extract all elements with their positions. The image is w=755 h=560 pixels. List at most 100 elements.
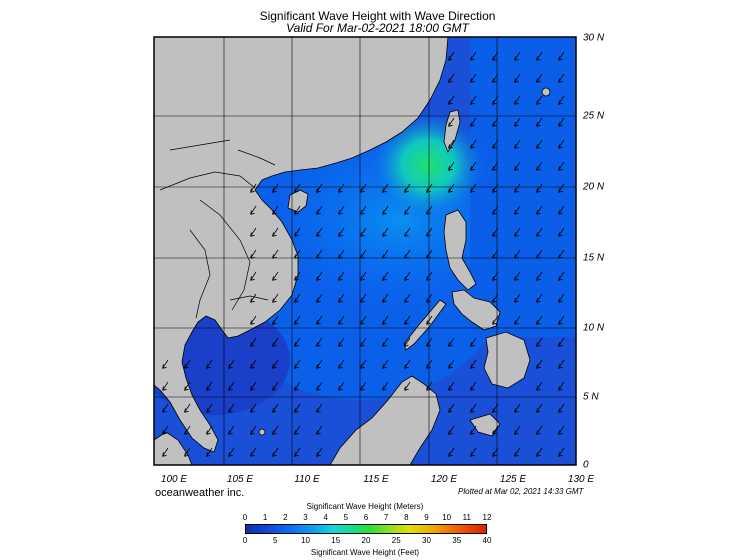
colorbar-meters-tick: 12 xyxy=(482,513,492,522)
wave-direction-arrow xyxy=(426,293,433,303)
wave-direction-arrow xyxy=(448,139,455,149)
wave-direction-arrow xyxy=(184,403,191,413)
land-hainan xyxy=(287,189,309,213)
wave-direction-arrow xyxy=(294,205,301,215)
wave-direction-arrow xyxy=(162,381,169,391)
wave-direction-arrow xyxy=(514,315,521,325)
wave-direction-arrow xyxy=(536,271,543,281)
wave-direction-arrow xyxy=(382,359,389,369)
wave-direction-arrow xyxy=(250,293,257,303)
colorbar-meters-tick: 3 xyxy=(303,513,308,522)
wave-direction-arrow xyxy=(514,447,521,457)
wave-direction-arrow xyxy=(404,359,411,369)
wave-direction-arrow xyxy=(492,315,499,325)
valid-time-subtitle: Valid For Mar-02-2021 18:00 GMT xyxy=(286,21,469,35)
wave-direction-arrow xyxy=(558,95,565,105)
wave-direction-arrow xyxy=(338,293,345,303)
wave-direction-arrow xyxy=(536,95,543,105)
wave-direction-arrow xyxy=(250,403,257,413)
lat-label-30: 30 N xyxy=(583,32,605,44)
wave-direction-arrow xyxy=(558,425,565,435)
map-frame xyxy=(153,36,577,466)
wave-direction-arrow xyxy=(448,73,455,83)
wave-direction-arrow xyxy=(514,95,521,105)
wave-direction-arrow xyxy=(272,205,279,215)
wave-direction-arrow xyxy=(470,161,477,171)
wave-direction-arrow xyxy=(448,117,455,127)
map-title: Significant Wave Height with Wave Direct… xyxy=(259,9,496,23)
wave-direction-arrow xyxy=(228,447,235,457)
wave-direction-arrow xyxy=(448,337,455,347)
wave-direction-arrow xyxy=(558,293,565,303)
wave-direction-arrow xyxy=(206,359,213,369)
colorbar-meters-tick: 8 xyxy=(404,513,409,522)
wave-direction-arrow xyxy=(360,227,367,237)
wave-direction-arrow xyxy=(514,227,521,237)
colorbar-feet-tick: 15 xyxy=(331,536,341,545)
wave-direction-arrow xyxy=(492,205,499,215)
wave-direction-arrow xyxy=(272,359,279,369)
wave-direction-arrow xyxy=(272,249,279,259)
wave-direction-arrow xyxy=(272,315,279,325)
wave-direction-arrow xyxy=(184,381,191,391)
wave-direction-arrow xyxy=(250,381,257,391)
wave-direction-arrow xyxy=(206,403,213,413)
wave-direction-arrow xyxy=(382,337,389,347)
wave-direction-arrow xyxy=(470,381,477,391)
wave-direction-arrow xyxy=(228,359,235,369)
wave-direction-arrow xyxy=(404,315,411,325)
lon-label-130: 130 E xyxy=(567,474,595,485)
wave-direction-arrow xyxy=(558,315,565,325)
wave-direction-arrow xyxy=(250,447,257,457)
lat-label-10: 10 N xyxy=(583,322,605,334)
land-sumatra xyxy=(154,431,193,465)
wave-direction-arrow xyxy=(316,315,323,325)
colorbar-feet-tick: 0 xyxy=(242,536,248,545)
colorbar-feet-tick: 10 xyxy=(301,536,310,545)
wave-direction-arrow xyxy=(448,95,455,105)
land-sulawesi xyxy=(469,413,501,437)
colorbar-meters-tick: 11 xyxy=(462,513,471,522)
wave-direction-arrow xyxy=(514,139,521,149)
wave-direction-arrow xyxy=(272,337,279,347)
wave-direction-arrow xyxy=(470,183,477,193)
wave-direction-arrow xyxy=(382,249,389,259)
wave-direction-arrow xyxy=(536,425,543,435)
wave-direction-arrow xyxy=(470,403,477,413)
lon-label-115: 115 E xyxy=(363,474,389,485)
wave-direction-arrow xyxy=(492,447,499,457)
wave-direction-arrow xyxy=(360,337,367,347)
lat-label-15: 15 N xyxy=(583,252,605,264)
lat-label-5: 5 N xyxy=(583,391,599,403)
wave-direction-arrow xyxy=(514,117,521,127)
wave-direction-arrow xyxy=(316,425,323,435)
colorbar-feet-tick: 25 xyxy=(391,536,401,545)
wave-direction-arrow xyxy=(448,51,455,61)
wave-direction-arrow xyxy=(316,205,323,215)
wave-direction-arrow xyxy=(250,337,257,347)
wave-direction-arrow xyxy=(492,271,499,281)
wave-direction-arrow xyxy=(470,359,477,369)
wave-direction-arrow xyxy=(448,183,455,193)
wave-direction-arrow xyxy=(536,315,543,325)
wave-direction-arrow xyxy=(470,447,477,457)
wave-direction-arrow xyxy=(558,205,565,215)
wave-direction-arrow xyxy=(162,425,169,435)
wave-direction-arrow xyxy=(558,73,565,83)
wave-direction-arrow xyxy=(250,359,257,369)
land-visayas xyxy=(451,289,501,331)
wave-direction-arrow xyxy=(514,161,521,171)
colorbar-meters-tick: 0 xyxy=(242,513,248,522)
wave-height-colorbar xyxy=(245,524,487,534)
lon-label-100: 100 E xyxy=(160,474,188,485)
wave-direction-arrow xyxy=(294,337,301,347)
wave-direction-arrow xyxy=(536,359,543,369)
country-borders xyxy=(159,139,276,319)
wave-direction-arrow xyxy=(360,381,367,391)
wave-direction-arrow xyxy=(250,249,257,259)
wave-direction-arrow xyxy=(404,381,411,391)
colorbar-title-meters: Significant Wave Height (Meters) xyxy=(306,502,424,511)
wave-direction-arrow xyxy=(536,381,543,391)
land-okinawa xyxy=(541,87,551,97)
